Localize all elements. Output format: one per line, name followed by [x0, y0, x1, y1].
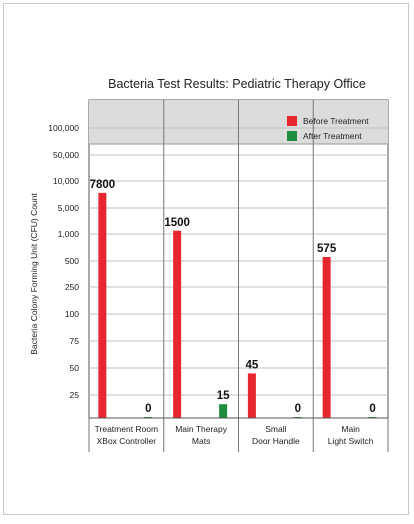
legend-swatch-after: [287, 131, 297, 141]
y-tick-label: 5,000: [58, 203, 80, 213]
x-tick-label: Small: [265, 424, 286, 434]
y-tick-label: 25: [70, 390, 80, 400]
y-tick-label: 250: [65, 282, 79, 292]
x-tick-label: Main Therapy: [175, 424, 228, 434]
x-tick-label: Treatment Room: [95, 424, 158, 434]
legend-swatch-before: [287, 116, 297, 126]
data-label: 575: [317, 243, 337, 255]
data-label: 1500: [164, 217, 190, 229]
x-tick-label: Door Handle: [252, 436, 300, 446]
data-label: 15: [217, 390, 230, 402]
data-label: 0: [145, 403, 151, 415]
y-tick-label: 500: [65, 256, 79, 266]
x-tick-label: Light Switch: [328, 436, 374, 446]
y-tick-label: 50,000: [53, 150, 79, 160]
y-tick-label: 1,000: [58, 229, 80, 239]
y-tick-label: 100,000: [48, 123, 79, 133]
bar-before-treatment: [98, 192, 107, 418]
bar-before-treatment: [322, 256, 331, 418]
data-label: 45: [245, 359, 258, 371]
bar-after-treatment: [219, 404, 228, 418]
y-tick-label: 100: [65, 309, 79, 319]
bar-before-treatment: [247, 373, 256, 418]
bar-chart: Bacteria Test Results: Pediatric Therapy…: [29, 77, 389, 452]
chart-title: Bacteria Test Results: Pediatric Therapy…: [108, 77, 366, 91]
x-tick-label: Mats: [192, 436, 210, 446]
y-axis-label: Bacteria Colony Forming Unit (CFU) Count: [29, 193, 39, 355]
y-tick-label: 10,000: [53, 176, 79, 186]
x-tick-label: XBox Controller: [97, 436, 157, 446]
y-tick-label: 75: [70, 336, 80, 346]
legend-label: After Treatment: [303, 131, 362, 141]
data-label: 7800: [90, 179, 116, 191]
data-label: 0: [295, 403, 301, 415]
chart-frame: Bacteria Test Results: Pediatric Therapy…: [3, 3, 409, 515]
y-tick-label: 50: [70, 363, 80, 373]
bar-before-treatment: [173, 230, 182, 418]
x-tick-label: Main: [341, 424, 360, 434]
data-label: 0: [369, 403, 375, 415]
legend-label: Before Treatment: [303, 116, 369, 126]
